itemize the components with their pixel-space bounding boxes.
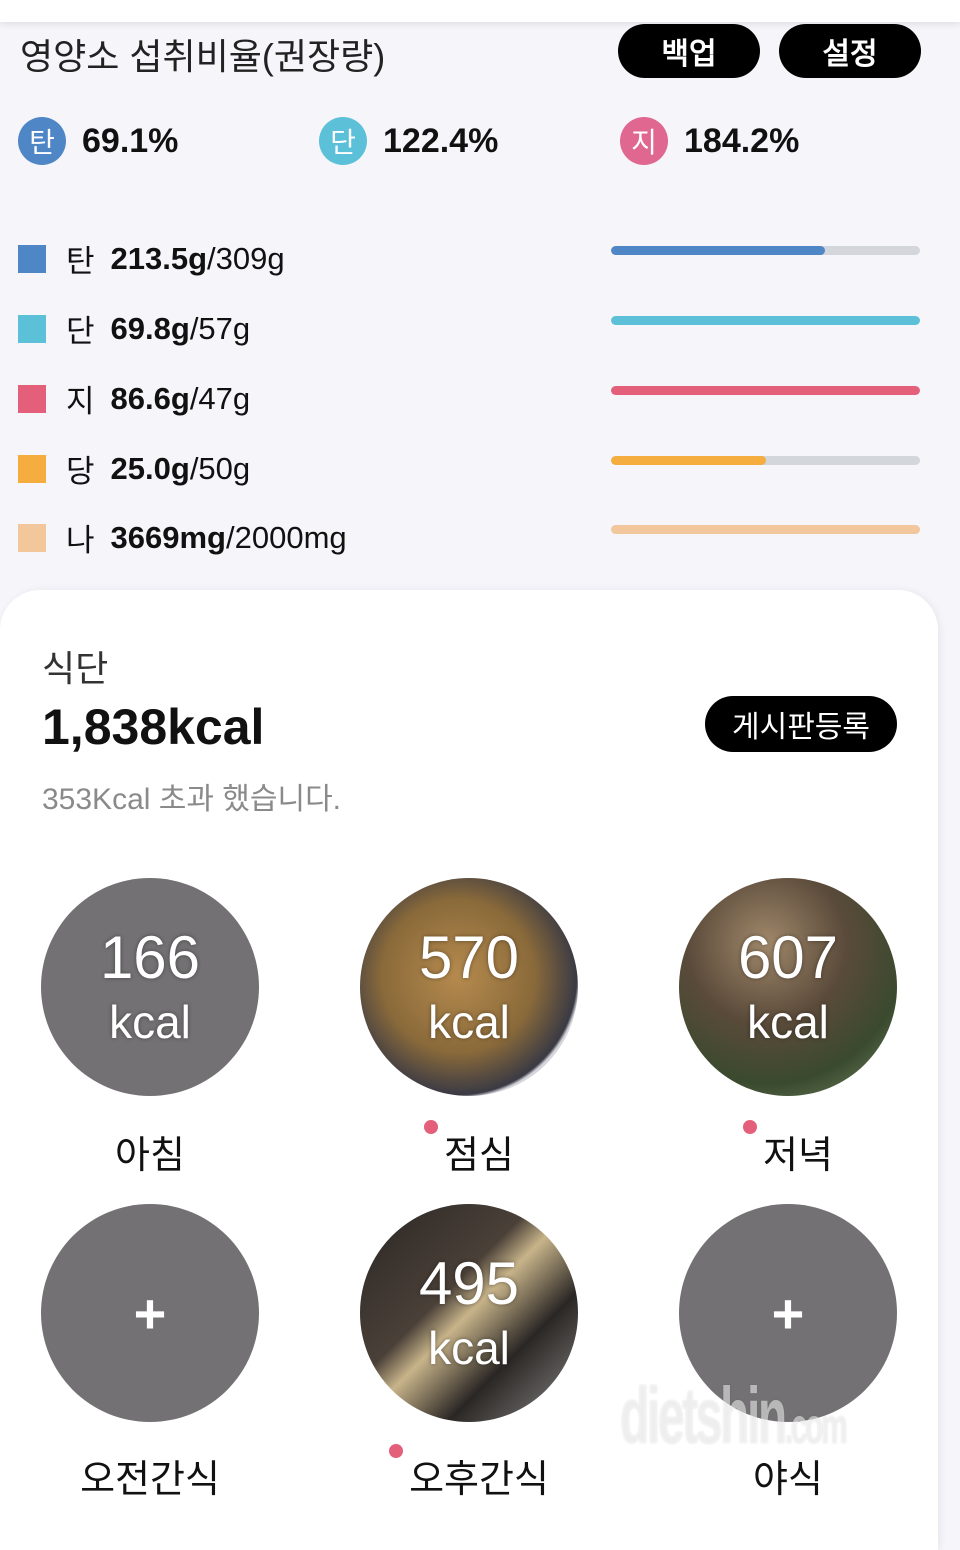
nutrient-color-swatch [18, 384, 46, 413]
page-title: 영양소 섭취비율(권장량) [20, 36, 386, 77]
plus-icon: + [771, 1281, 805, 1345]
meal-circle-button[interactable]: + [41, 1204, 259, 1422]
nutrient-key: 단 [66, 314, 95, 349]
progress-fill [611, 525, 920, 534]
nutrient-progress-bar [611, 386, 920, 395]
nutrient-amount: 25.0g [110, 450, 190, 486]
nutrient-target: /57g [189, 310, 251, 346]
meal-circle-button[interactable]: + [679, 1204, 897, 1422]
over-kcal-text: 353Kcal 초과 했습니다. [42, 783, 342, 816]
nutrient-row: 탄 213.5g/309g [18, 236, 285, 281]
meal-kcal-unit: kcal [109, 996, 191, 1048]
nutrient-amount: 86.6g [110, 380, 190, 416]
nutrient-key: 나 [66, 523, 95, 558]
meal-circle-button[interactable]: 607 kcal [679, 878, 897, 1096]
nutrient-row: 지 86.6g/47g [18, 376, 250, 421]
meal-label-text: 오전간식 [80, 1459, 220, 1501]
carb-badge: 탄 [18, 117, 66, 165]
meal-label-text: 저녁 [763, 1135, 833, 1177]
nutrient-target: /2000mg [226, 519, 347, 555]
meal-label[interactable]: 야식 [679, 1448, 897, 1503]
settings-button[interactable]: 설정 [779, 24, 921, 78]
protein-ratio: 122.4% [383, 121, 499, 160]
fat-ratio: 184.2% [684, 121, 800, 160]
ratio-carb: 탄 69.1% [18, 117, 178, 165]
meal-kcal: 495 [418, 1250, 520, 1317]
meal-label-text: 오후간식 [409, 1459, 549, 1501]
nutrient-row: 나 3669mg/2000mg [18, 515, 347, 560]
meal-label[interactable]: 저녁 [679, 1120, 897, 1179]
nutrient-target: /309g [207, 240, 285, 276]
plus-icon: + [133, 1281, 167, 1345]
nutrient-key: 지 [66, 384, 95, 419]
ratio-fat: 지 184.2% [620, 117, 799, 165]
backup-button[interactable]: 백업 [618, 24, 760, 78]
meal-circle-button[interactable]: 166 kcal [41, 878, 259, 1096]
nutrient-progress-bar [611, 316, 920, 325]
fat-badge: 지 [620, 117, 668, 165]
nutrient-target: /47g [189, 380, 251, 416]
nutrient-row: 단 69.8g/57g [18, 306, 250, 351]
meal-label[interactable]: 오전간식 [41, 1448, 259, 1503]
diet-section-title: 식단 [42, 648, 109, 689]
ratio-protein: 단 122.4% [319, 117, 498, 165]
meal-label[interactable]: 점심 [360, 1120, 578, 1179]
recorded-dot-icon [424, 1120, 439, 1134]
meal-kcal: 607 [737, 924, 839, 991]
recorded-dot-icon [743, 1120, 758, 1134]
board-register-button[interactable]: 게시판등록 [705, 696, 897, 752]
meal-label-text: 야식 [753, 1459, 823, 1501]
meal-circle-button[interactable]: 495 kcal [360, 1204, 578, 1422]
nutrient-progress-bar [611, 246, 920, 255]
nutrient-amount: 3669mg [110, 519, 226, 555]
meal-kcal-unit: kcal [428, 1322, 510, 1374]
watermark-logo: dietshin.com [620, 1371, 848, 1460]
nutrient-color-swatch [18, 244, 46, 273]
total-kcal: 1,838kcal [42, 699, 265, 755]
nutrient-amount: 69.8g [110, 310, 190, 346]
meal-kcal-unit: kcal [747, 996, 829, 1048]
progress-fill [611, 386, 920, 395]
nutrient-progress-bar [611, 525, 920, 534]
progress-fill [611, 316, 920, 325]
nutrient-amount: 213.5g [110, 240, 208, 276]
nutrient-target: /50g [189, 450, 251, 486]
nutrient-key: 당 [66, 454, 95, 489]
nutrient-progress-bar [611, 456, 920, 465]
meal-label-text: 점심 [444, 1135, 514, 1177]
top-bar [0, 0, 960, 22]
recorded-dot-icon [389, 1444, 404, 1458]
progress-fill [611, 246, 825, 255]
protein-badge: 단 [319, 117, 367, 165]
nutrient-color-swatch [18, 454, 46, 483]
meal-label[interactable]: 아침 [41, 1124, 259, 1179]
carb-ratio: 69.1% [82, 121, 179, 160]
meal-kcal: 570 [418, 924, 520, 991]
meal-kcal: 166 [99, 924, 201, 991]
nutrient-key: 탄 [66, 244, 95, 279]
meal-kcal-unit: kcal [428, 996, 510, 1048]
meal-label[interactable]: 오후간식 [360, 1444, 578, 1503]
meal-circle-button[interactable]: 570 kcal [360, 878, 578, 1096]
meal-label-text: 아침 [115, 1135, 185, 1177]
nutrient-color-swatch [18, 314, 46, 343]
progress-fill [611, 456, 766, 465]
nutrient-row: 당 25.0g/50g [18, 446, 250, 491]
nutrient-color-swatch [18, 523, 46, 552]
